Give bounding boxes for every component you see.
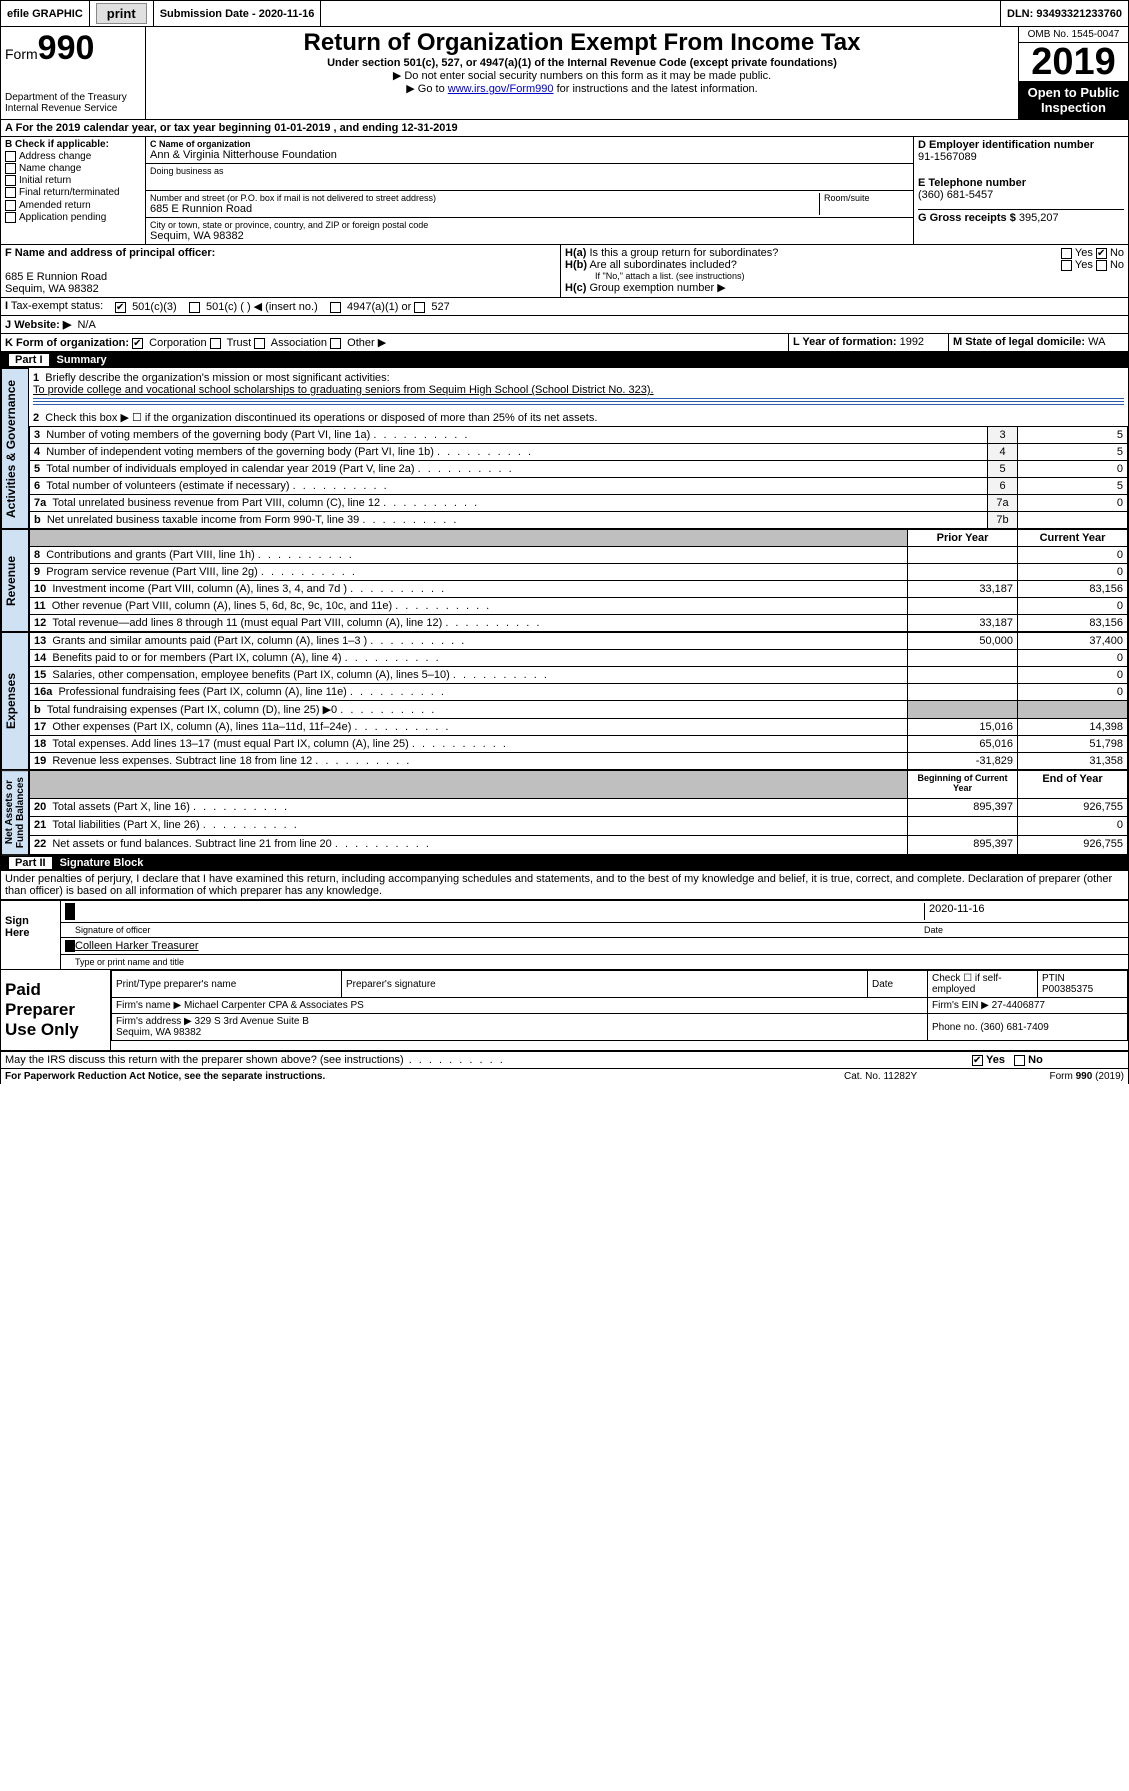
vlabel-activities: Activities & Governance bbox=[1, 368, 29, 529]
box-f-officer: F Name and address of principal officer:… bbox=[1, 245, 561, 297]
vlabel-netassets: Net Assets or Fund Balances bbox=[1, 770, 29, 855]
table-activities: 3 Number of voting members of the govern… bbox=[29, 426, 1128, 529]
box-address-street: Number and street (or P.O. box if mail i… bbox=[146, 191, 913, 218]
form-ref: Form 990 (2019) bbox=[994, 1071, 1124, 1082]
vlabel-expenses: Expenses bbox=[1, 632, 29, 770]
irs-link[interactable]: www.irs.gov/Form990 bbox=[448, 83, 554, 95]
part2-header: Part IISignature Block bbox=[1, 855, 1128, 871]
box-d-ein: D Employer identification number91-15670… bbox=[918, 139, 1124, 163]
form-title: Return of Organization Exempt From Incom… bbox=[152, 29, 1012, 57]
box-h: H(a) Is this a group return for subordin… bbox=[561, 245, 1128, 297]
table-expenses: 13 Grants and similar amounts paid (Part… bbox=[29, 632, 1128, 770]
box-c-name: C Name of organization Ann & Virginia Ni… bbox=[146, 137, 913, 164]
tax-period: A For the 2019 calendar year, or tax yea… bbox=[1, 119, 1128, 137]
form-note-link: Go to www.irs.gov/Form990 for instructio… bbox=[152, 82, 1012, 95]
discuss-row: May the IRS discuss this return with the… bbox=[1, 1052, 1128, 1069]
sign-here-block: Sign Here 2020-11-16 Signature of office… bbox=[1, 899, 1128, 969]
form-subtitle: Under section 501(c), 527, or 4947(a)(1)… bbox=[152, 57, 1012, 69]
form-footer: For Paperwork Reduction Act Notice, see … bbox=[1, 1069, 1128, 1084]
box-e-phone: E Telephone number(360) 681-5457 bbox=[918, 177, 1124, 201]
paid-preparer-block: Paid Preparer Use Only Print/Type prepar… bbox=[1, 969, 1128, 1052]
table-netassets: Beginning of Current YearEnd of Year 20 … bbox=[29, 770, 1128, 855]
box-k-orgform: K Form of organization: Corporation Trus… bbox=[1, 334, 788, 351]
box-c-dba: Doing business as bbox=[146, 164, 913, 191]
box-l-year: L Year of formation: 1992 bbox=[788, 334, 948, 351]
form-header: Form990 Department of the Treasury Inter… bbox=[1, 27, 1128, 119]
print-button[interactable]: print bbox=[96, 3, 147, 24]
box-b: B Check if applicable: Address change Na… bbox=[1, 137, 146, 244]
dln: DLN: 93493321233760 bbox=[1000, 1, 1128, 26]
tax-exempt-status: 501(c)(3) 501(c) ( ) ◀ (insert no.) 4947… bbox=[111, 298, 1128, 315]
efile-topbar: efile GRAPHIC print Submission Date - 20… bbox=[0, 0, 1129, 27]
line2: 2 Check this box ▶ ☐ if the organization… bbox=[29, 409, 1128, 426]
website-value: N/A bbox=[77, 319, 95, 331]
box-g-receipts: G Gross receipts $ 395,207 bbox=[918, 209, 1124, 224]
box-m-state: M State of legal domicile: WA bbox=[948, 334, 1128, 351]
box-address-city: City or town, state or province, country… bbox=[146, 218, 913, 244]
line1: 1 Briefly describe the organization's mi… bbox=[29, 368, 1128, 409]
dept-treasury: Department of the Treasury Internal Reve… bbox=[5, 92, 141, 114]
part1-header: Part ISummary bbox=[1, 352, 1128, 368]
efile-label: efile GRAPHIC bbox=[1, 1, 90, 26]
perjury-declaration: Under penalties of perjury, I declare th… bbox=[1, 871, 1128, 899]
vlabel-revenue: Revenue bbox=[1, 529, 29, 632]
form-number: Form990 bbox=[5, 29, 141, 68]
submission-date: Submission Date - 2020-11-16 bbox=[154, 1, 322, 26]
tax-year: 2019 bbox=[1019, 43, 1128, 81]
table-revenue: Prior YearCurrent Year 8 Contributions a… bbox=[29, 529, 1128, 632]
form-note-ssn: Do not enter social security numbers on … bbox=[152, 69, 1012, 82]
print-button-cell: print bbox=[90, 1, 154, 26]
open-public-badge: Open to Public Inspection bbox=[1019, 81, 1128, 119]
